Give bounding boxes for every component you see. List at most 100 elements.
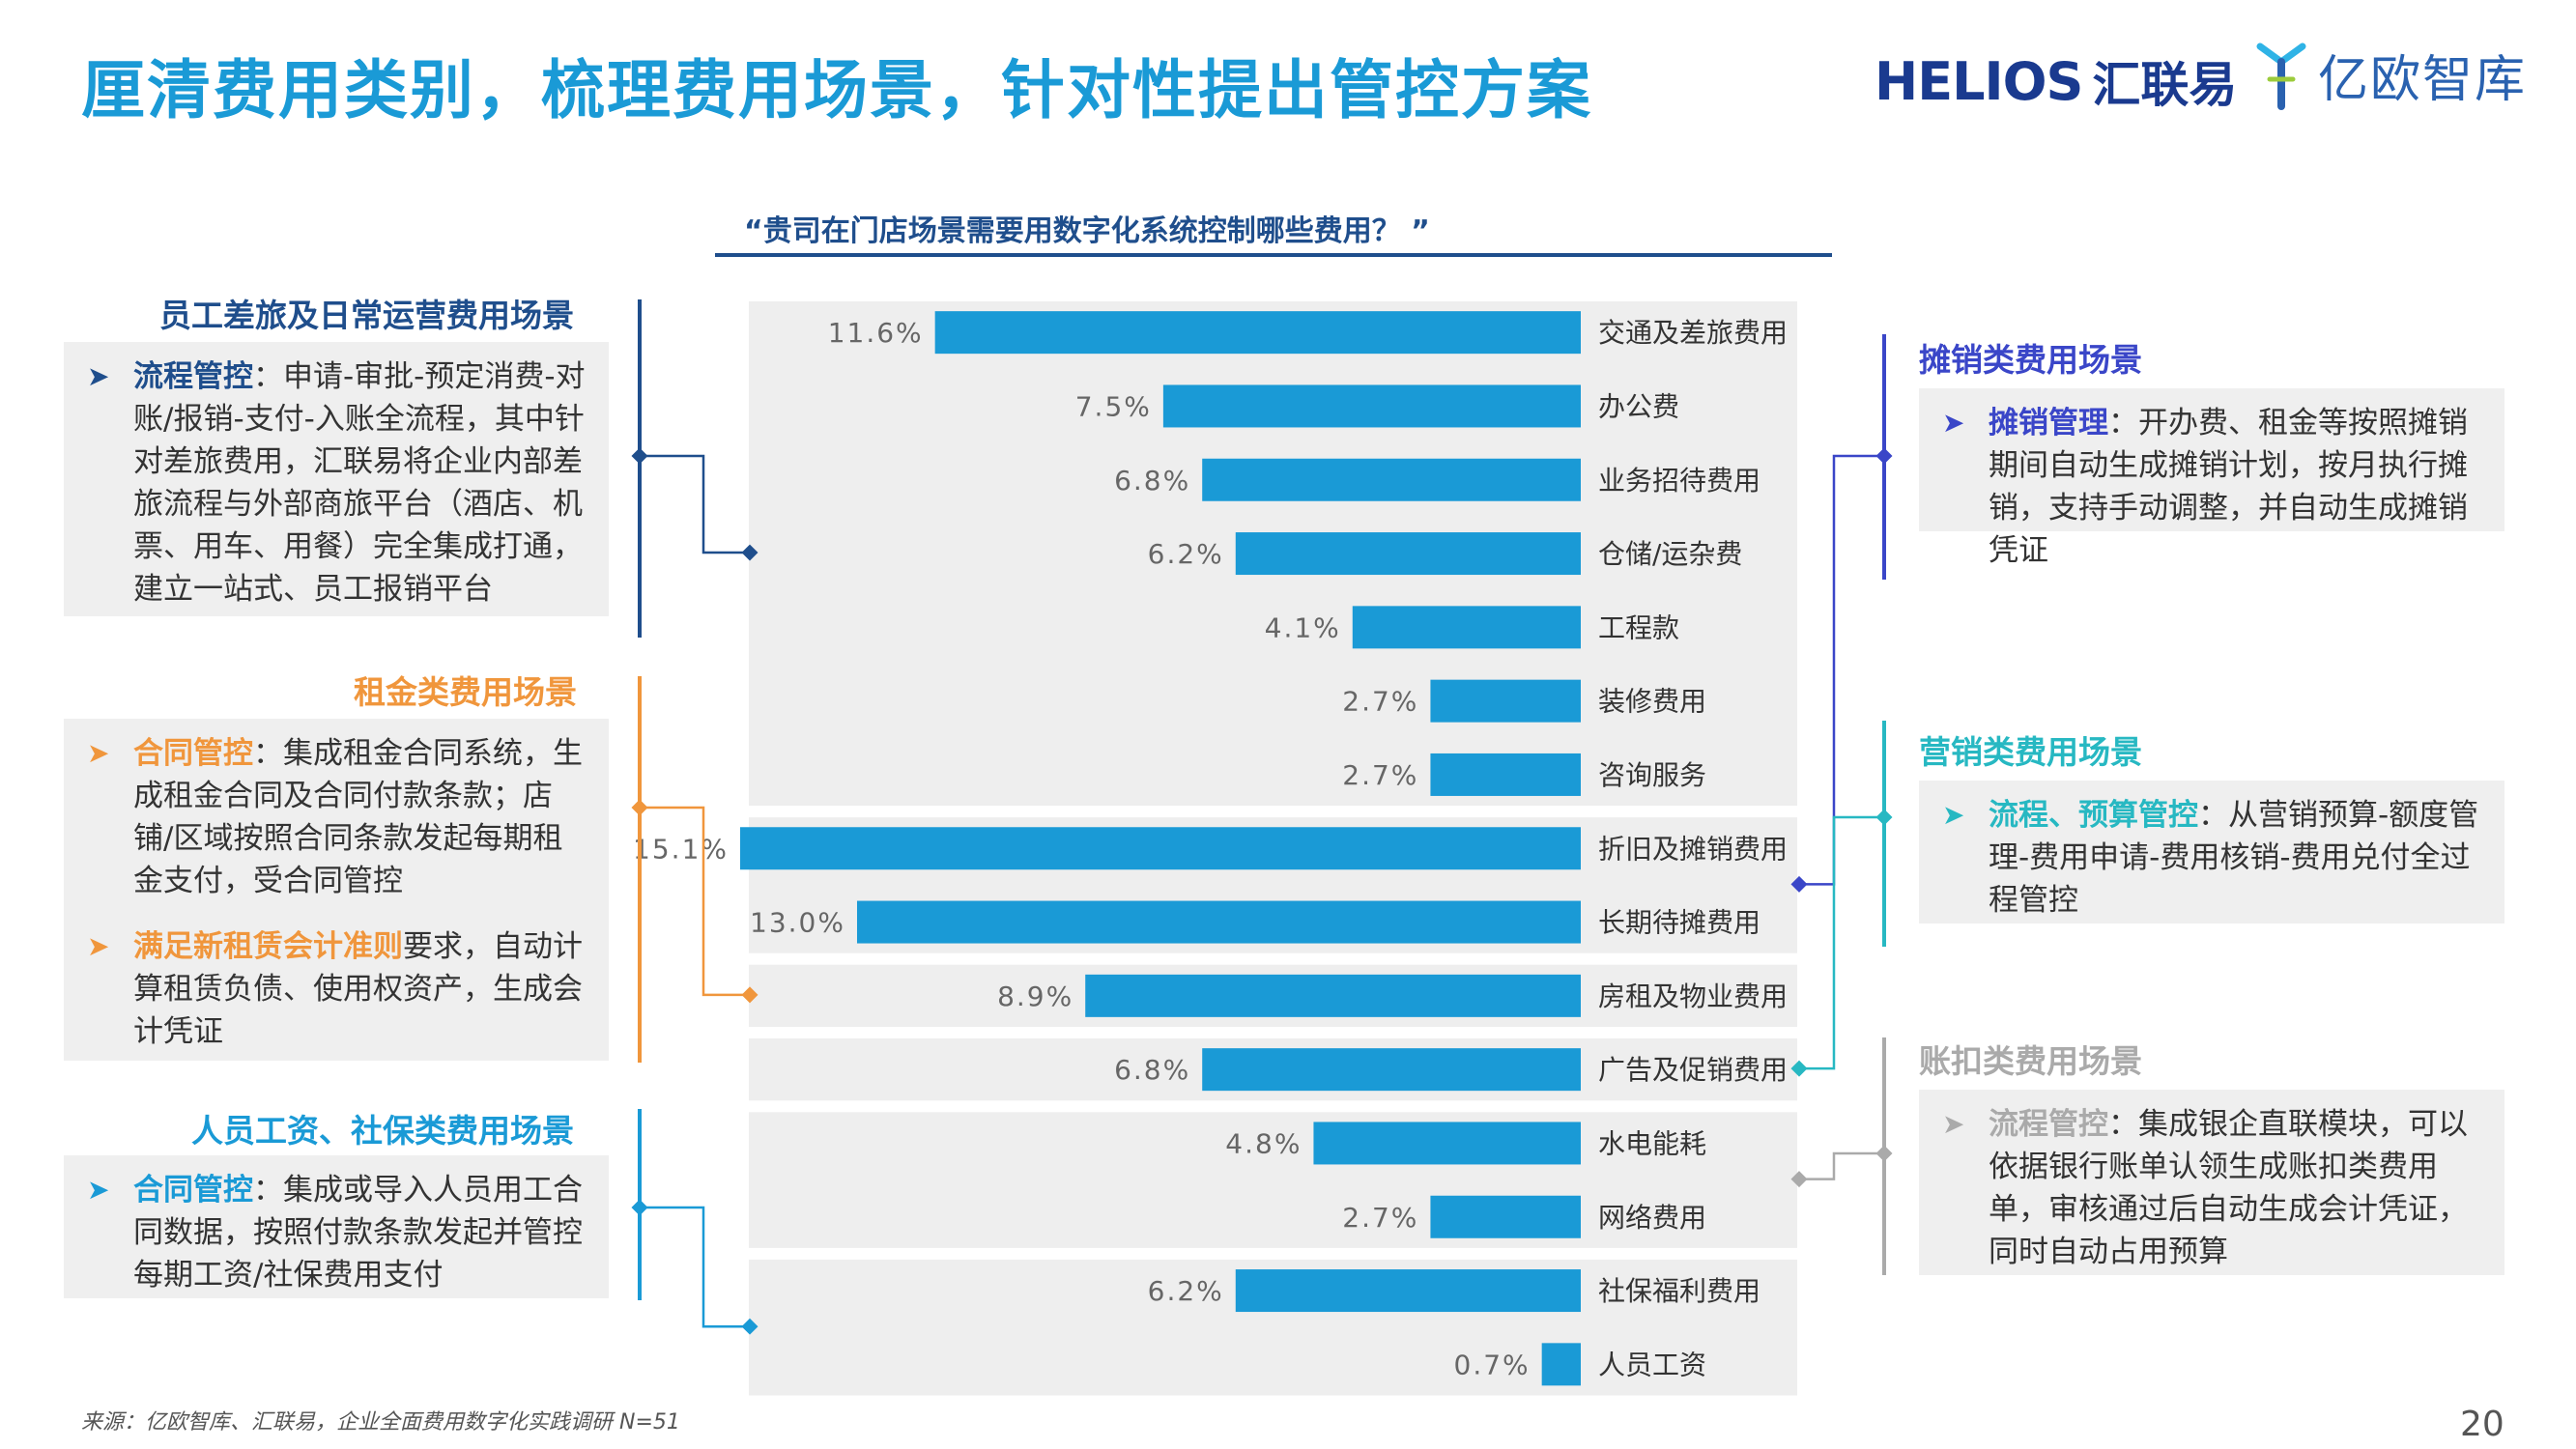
connector-dot: [631, 1199, 648, 1216]
category-label: 房租及物业费用: [1598, 980, 1788, 1012]
arrow-icon: ➤: [87, 1174, 110, 1206]
connector-line: [640, 454, 750, 554]
connector-dot: [1875, 1145, 1893, 1162]
section-title-rent: 租金类费用场景: [354, 673, 577, 711]
bullet-emphasis: 合同管控: [133, 736, 253, 771]
connector-line: [640, 806, 750, 997]
bar: [1430, 753, 1581, 796]
bar-value-label: 2.7%: [1342, 759, 1418, 791]
connector-dot: [1790, 1060, 1808, 1077]
bar-value-label: 11.6%: [828, 317, 924, 349]
bullet-text: ：开办费、租金等按照摊销期间自动生成摊销计划，按月执行摊销，支持手动调整，并自动…: [1989, 406, 2468, 568]
group-background: [749, 1038, 1797, 1101]
bar-value-label: 6.8%: [1114, 465, 1190, 497]
group-background: [749, 301, 1797, 807]
bar-value-label: 13.0%: [750, 907, 845, 939]
bullet-text: ：集成或导入人员用工合同数据，按照付款条款发起并管控每期工资/社保费用支付: [133, 1173, 583, 1293]
bullet-emphasis: 流程、预算管控: [1989, 798, 2198, 833]
group-background: [749, 964, 1797, 1027]
bar-value-label: 15.1%: [633, 833, 729, 865]
bar-value-label: 2.7%: [1342, 1202, 1418, 1234]
bullet-text: ：集成租金合同系统，生成租金合同及合同付款条款；店铺/区域按照合同条款发起每期租…: [133, 736, 583, 898]
bullet-item: ➤ 合同管控：集成或导入人员用工合同数据，按照付款条款发起并管控每期工资/社保费…: [83, 1169, 591, 1296]
connector-line: [1799, 815, 1884, 1070]
helios-logo-word: HELIOS: [1875, 50, 2083, 112]
connector-dot: [1875, 447, 1893, 465]
arrow-icon: ➤: [87, 737, 110, 769]
category-label: 长期待摊费用: [1598, 907, 1760, 939]
arrow-icon: ➤: [1942, 799, 1965, 831]
category-label: 装修费用: [1598, 686, 1706, 718]
group-background: [749, 1112, 1797, 1248]
bar: [1430, 1195, 1581, 1238]
bar-value-label: 7.5%: [1075, 390, 1152, 422]
connector-dot: [741, 986, 758, 1004]
connector-line: [640, 1206, 750, 1328]
source-note: 来源：亿欧智库、汇联易，企业全面费用数字化实践调研 N=51: [81, 1410, 680, 1435]
connector-dot: [1790, 875, 1808, 893]
bar: [1235, 532, 1581, 576]
bar-value-label: 4.1%: [1265, 611, 1341, 643]
bar: [856, 900, 1581, 944]
arrow-icon: ➤: [1942, 1108, 1965, 1140]
bullet-emphasis: 流程管控: [133, 359, 253, 394]
connector-dot: [1875, 809, 1893, 826]
connector-dot: [1790, 1171, 1808, 1188]
connector-dot: [631, 799, 648, 816]
section-title-amort: 摊销类费用场景: [1919, 341, 2142, 379]
category-label: 工程款: [1598, 611, 1679, 643]
section-box-marketing: ➤ 流程、预算管控：从营销预算-额度管理-费用申请-费用核销-费用兑付全过程管控: [1919, 781, 2504, 923]
bar-value-label: 8.9%: [997, 980, 1073, 1012]
arrow-icon: ➤: [1942, 407, 1965, 439]
connector-dot: [741, 1318, 758, 1335]
bullet-item: ➤ 合同管控：集成租金合同系统，生成租金合同及合同付款条款；店铺/区域按照合同条…: [83, 732, 591, 902]
section-box-rent: ➤ 合同管控：集成租金合同系统，生成租金合同及合同付款条款；店铺/区域按照合同条…: [64, 719, 609, 1061]
bullet-item: ➤ 流程、预算管控：从营销预算-额度管理-费用申请-费用核销-费用兑付全过程管控: [1938, 794, 2487, 922]
category-label: 广告及促销费用: [1598, 1054, 1788, 1086]
connector-dot: [631, 447, 648, 465]
bar-value-label: 2.7%: [1342, 686, 1418, 718]
section-box-travel: ➤ 流程管控：申请-审批-预定消费-对账/报销-支付-入账全流程，其中针对差旅费…: [64, 342, 609, 616]
bullet-text: ：从营销预算-额度管理-费用申请-费用核销-费用兑付全过程管控: [1989, 798, 2479, 918]
bullet-item: ➤ 满足新租赁会计准则要求，自动计算租赁负债、使用权资产，生成会计凭证: [83, 925, 591, 1053]
bullet-text: ：集成银企直联模块，可以依据银行账单认领生成账扣类费用单，审核通过后自动生成会计…: [1989, 1107, 2468, 1269]
category-label: 办公费: [1598, 390, 1679, 422]
bullet-emphasis: 合同管控: [133, 1173, 253, 1208]
page-number: 20: [2460, 1405, 2504, 1444]
bar: [1430, 679, 1581, 723]
section-title-salary: 人员工资、社保类费用场景: [191, 1112, 574, 1150]
bar: [1541, 1343, 1581, 1386]
bar: [934, 311, 1581, 355]
bar-value-label: 0.7%: [1454, 1349, 1531, 1380]
question-underline: [715, 253, 1832, 257]
connector-line: [1799, 454, 1884, 886]
bar-value-label: 6.2%: [1148, 1275, 1224, 1307]
category-label: 社保福利费用: [1598, 1275, 1760, 1307]
group-background: [749, 817, 1797, 953]
category-label: 业务招待费用: [1598, 465, 1760, 497]
bar: [1313, 1122, 1581, 1165]
survey-question: “贵司在门店场景需要用数字化系统控制哪些费用？ ”: [744, 214, 1430, 248]
page-title: 厘清费用类别，梳理费用场景，针对性提出管控方案: [81, 53, 1592, 128]
bar: [1202, 458, 1581, 501]
bar: [1235, 1269, 1581, 1313]
bullet-emphasis: 流程管控: [1989, 1107, 2108, 1142]
bar-value-label: 6.8%: [1114, 1054, 1190, 1086]
bar: [1162, 384, 1581, 428]
arrow-icon: ➤: [87, 930, 110, 962]
bullet-item: ➤ 摊销管理：开办费、租金等按照摊销期间自动生成摊销计划，按月执行摊销，支持手动…: [1938, 402, 2487, 572]
bar: [1085, 974, 1581, 1017]
bar: [1202, 1048, 1581, 1092]
bar-value-label: 4.8%: [1225, 1127, 1302, 1159]
section-title-deduct: 账扣类费用场景: [1919, 1042, 2142, 1080]
bullet-emphasis: 满足新租赁会计准则: [133, 929, 403, 964]
section-box-amort: ➤ 摊销管理：开办费、租金等按照摊销期间自动生成摊销计划，按月执行摊销，支持手动…: [1919, 388, 2504, 568]
bar: [740, 827, 1581, 870]
section-box-deduct: ➤ 流程管控：集成银企直联模块，可以依据银行账单认领生成账扣类费用单，审核通过后…: [1919, 1090, 2504, 1275]
bullet-text: 要求，自动计算租赁负债、使用权资产，生成会计凭证: [133, 929, 583, 1049]
connector-line: [1799, 1151, 1884, 1180]
bar: [1352, 606, 1581, 649]
bullet-item: ➤ 流程管控：申请-审批-预定消费-对账/报销-支付-入账全流程，其中针对差旅费…: [83, 355, 591, 611]
category-label: 水电能耗: [1598, 1127, 1706, 1159]
bullet-item: ➤ 流程管控：集成银企直联模块，可以依据银行账单认领生成账扣类费用单，审核通过后…: [1938, 1103, 2487, 1273]
